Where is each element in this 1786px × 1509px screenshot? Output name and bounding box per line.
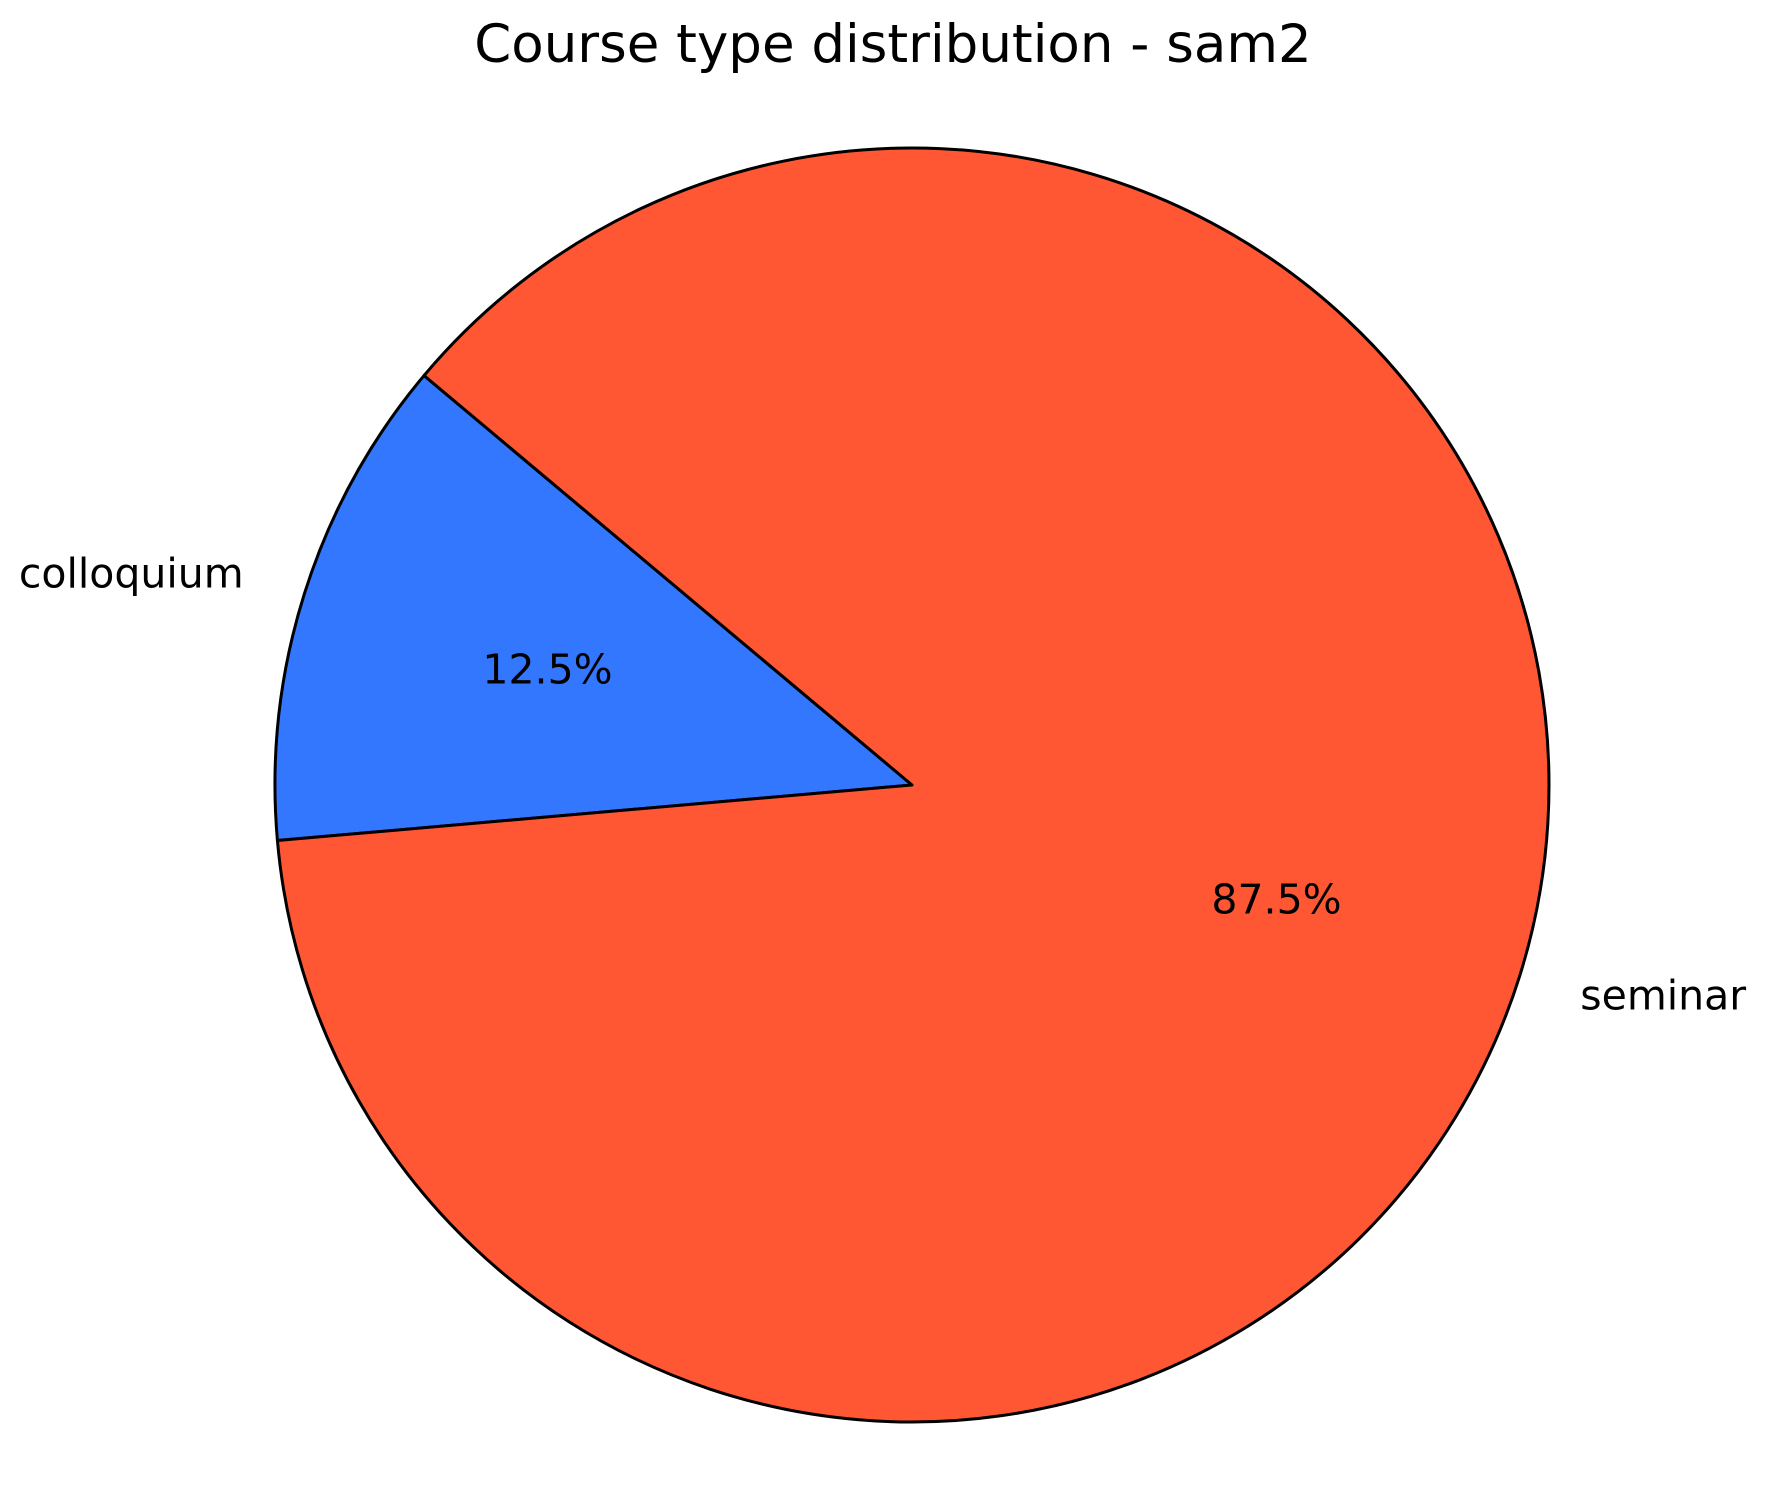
chart-title: Course type distribution - sam2: [474, 14, 1312, 75]
pie-slice-colloquium: [273, 374, 914, 843]
pie-slice-seminar: [275, 146, 1551, 1424]
